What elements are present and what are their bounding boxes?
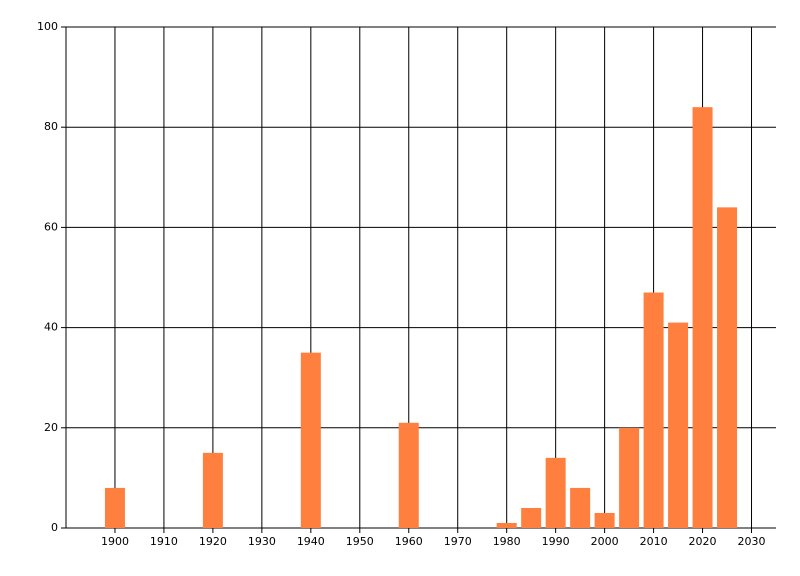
y-tick-label: 100 <box>37 20 58 33</box>
y-tick-label: 0 <box>51 521 58 534</box>
bar <box>668 322 689 528</box>
x-tick-label: 2030 <box>738 535 766 548</box>
x-tick-label: 1960 <box>395 535 423 548</box>
bar <box>300 352 321 528</box>
x-tick-label: 1950 <box>346 535 374 548</box>
x-tick-label: 2010 <box>640 535 668 548</box>
bar <box>398 422 419 528</box>
x-tick-label: 1900 <box>101 535 129 548</box>
x-tick-label: 1990 <box>542 535 570 548</box>
bar <box>104 487 125 528</box>
x-tick-label: 2020 <box>689 535 717 548</box>
bar <box>619 427 640 528</box>
bar <box>202 452 223 528</box>
x-tick-label: 1980 <box>493 535 521 548</box>
y-tick-label: 20 <box>44 421 58 434</box>
y-tick-label: 80 <box>44 120 58 133</box>
x-tick-label: 1910 <box>150 535 178 548</box>
bar <box>594 512 615 528</box>
bar <box>692 107 713 528</box>
bar <box>496 522 517 528</box>
x-tick-label: 2000 <box>591 535 619 548</box>
bar <box>570 487 591 528</box>
bar <box>643 292 664 528</box>
x-tick-label: 1930 <box>248 535 276 548</box>
x-tick-label: 1920 <box>199 535 227 548</box>
bar <box>521 507 542 528</box>
bar <box>545 457 566 528</box>
y-tick-label: 60 <box>44 220 58 233</box>
x-tick-label: 1970 <box>444 535 472 548</box>
y-tick-label: 40 <box>44 321 58 334</box>
x-tick-label: 1940 <box>297 535 325 548</box>
bar <box>717 207 738 529</box>
